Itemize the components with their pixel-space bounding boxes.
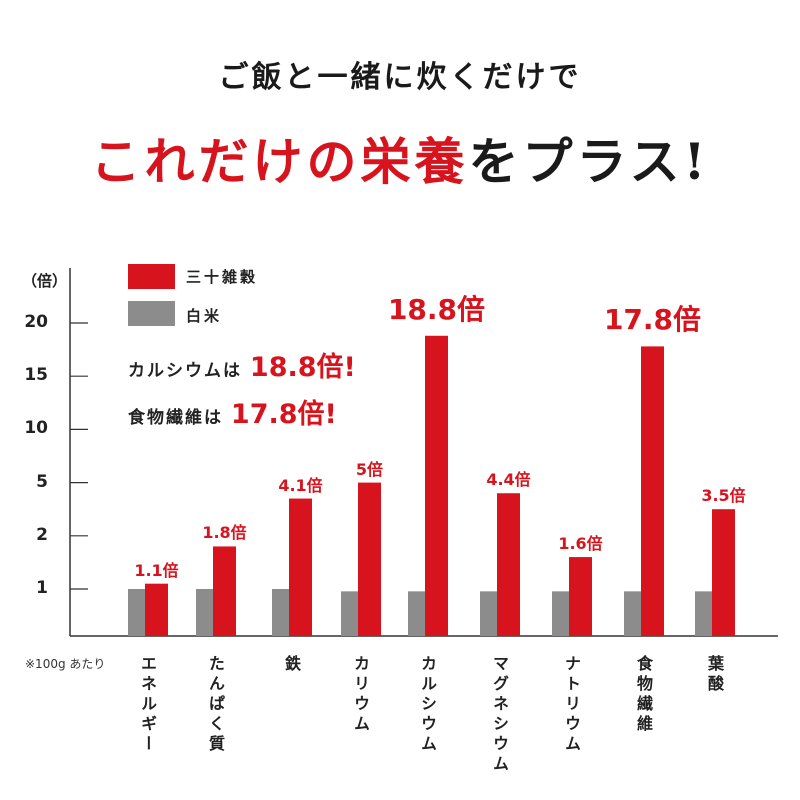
bar-grain — [145, 583, 168, 636]
category-label: マグネシウム — [490, 655, 509, 775]
bar-white-rice — [695, 591, 712, 636]
bar-grain — [358, 482, 381, 636]
category-label: たんぱく質 — [206, 655, 225, 755]
bar-grain — [289, 498, 312, 636]
callout-value: 18.8倍! — [249, 352, 356, 383]
y-tick-label: 2 — [36, 524, 48, 545]
value-label: 17.8倍 — [603, 303, 702, 337]
bar-grain — [497, 493, 520, 636]
category-label: 鉄 — [282, 655, 301, 675]
category-label: ナトリウム — [562, 655, 581, 755]
bar-white-rice — [196, 589, 213, 636]
legend-swatch-grain — [128, 264, 175, 289]
value-label: 1.8倍 — [202, 523, 247, 543]
category-label: カリウム — [351, 655, 370, 735]
bar-white-rice — [624, 591, 641, 636]
bar-grain — [712, 509, 735, 636]
callout-calcium: カルシウムは 18.8倍! — [128, 345, 356, 384]
headline-black: をプラス! — [468, 132, 710, 191]
y-tick-label: 5 — [36, 471, 48, 492]
value-label: 3.5倍 — [701, 486, 746, 506]
bar-grain — [641, 346, 664, 636]
bar-grain — [213, 546, 236, 636]
category-label: 葉酸 — [705, 655, 724, 695]
legend-label-grain: 三十雑穀 — [186, 268, 259, 286]
value-label: 18.8倍 — [387, 292, 486, 326]
category-label: カルシウム — [418, 655, 437, 755]
y-tick-label: 1 — [36, 578, 48, 598]
headline-main: これだけの栄養をプラス! — [0, 122, 800, 194]
y-axis-label: （倍） — [22, 272, 68, 290]
bar-white-rice — [272, 589, 289, 636]
value-label: 1.1倍 — [134, 560, 179, 580]
value-label: 4.4倍 — [486, 470, 531, 490]
legend-swatch-rice — [128, 301, 175, 326]
bar-white-rice — [341, 591, 358, 636]
bar-grain — [425, 335, 448, 636]
callout-fiber: 食物繊維は 17.8倍! — [128, 392, 337, 431]
category-label: エネルギー — [138, 655, 157, 755]
legend-label-rice: 白米 — [186, 307, 223, 325]
headline-top: ご飯と一緒に炊くだけで — [218, 60, 582, 95]
category-label: 食物繊維 — [634, 655, 653, 735]
callout-value: 17.8倍! — [230, 399, 337, 430]
callout-text: カルシウムは — [128, 361, 242, 381]
headline-red: これだけの栄養 — [90, 132, 469, 191]
bar-white-rice — [552, 591, 569, 636]
y-tick-label: 20 — [24, 312, 48, 332]
bar-white-rice — [408, 591, 425, 636]
footnote: ※100g あたり — [25, 657, 106, 671]
value-label: 4.1倍 — [278, 475, 323, 495]
bar-white-rice — [480, 591, 497, 636]
y-tick-label: 10 — [24, 418, 48, 439]
bar-white-rice — [128, 589, 145, 636]
bar-grain — [569, 557, 592, 636]
y-tick-label: 15 — [24, 365, 48, 386]
value-label: 5倍 — [355, 459, 384, 479]
callout-text: 食物繊維は — [128, 408, 223, 428]
value-label: 1.6倍 — [558, 534, 603, 554]
